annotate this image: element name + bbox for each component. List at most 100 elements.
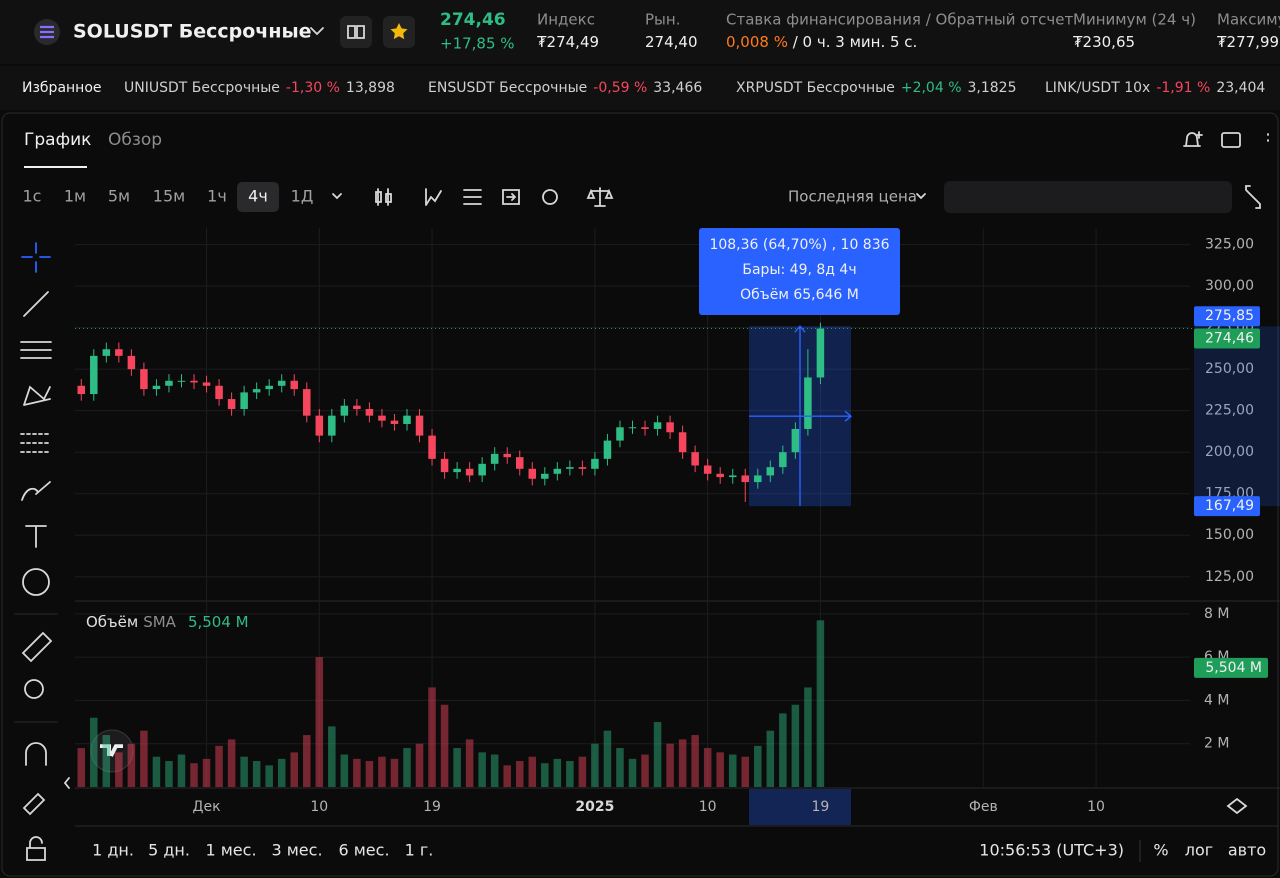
scale-option[interactable]: авто: [1228, 841, 1266, 860]
volume-bar: [240, 756, 248, 787]
replay-icon[interactable]: [502, 189, 520, 205]
x-tick-label: Дек: [193, 799, 221, 815]
volume-bar: [277, 758, 286, 787]
candle-body: [415, 415, 424, 436]
brush-tool[interactable]: [21, 481, 51, 501]
volume-bar: [666, 743, 674, 787]
volume-bar: [691, 735, 699, 787]
tab[interactable]: График: [24, 130, 91, 150]
favorite-item[interactable]: ENSUSDT Бессрочные -0,59 % 33,466: [428, 80, 702, 96]
tab[interactable]: Обзор: [108, 130, 162, 150]
volume-bar: [102, 735, 111, 787]
volume-tick-label: 4 M: [1204, 692, 1229, 708]
volume-bar: [603, 730, 612, 787]
volume-bar: [503, 765, 511, 787]
scale-option[interactable]: %: [1153, 841, 1168, 860]
volume-legend-value: 5,504 M: [188, 613, 249, 631]
candle-body: [440, 458, 449, 473]
scale-option[interactable]: лог: [1185, 841, 1213, 860]
volume-bar: [290, 752, 298, 787]
layout-icon[interactable]: [1221, 132, 1241, 148]
stat-value: 0,008 % / 0 ч. 3 мин. 5 с.: [726, 33, 917, 51]
candle-body: [754, 475, 762, 483]
y-tick-label: 225,00: [1205, 403, 1254, 419]
volume-bar: [741, 756, 750, 787]
text-tool[interactable]: [25, 525, 47, 548]
fullscreen-icon[interactable]: [1245, 185, 1261, 209]
candle-body: [666, 422, 674, 433]
favorites-title: Избранное: [22, 80, 102, 96]
volume-tag: [1194, 657, 1268, 678]
pattern-tool[interactable]: [23, 385, 51, 406]
zoom-tool[interactable]: [24, 679, 44, 699]
candle-body: [641, 427, 649, 429]
volume-bar: [403, 748, 411, 787]
emoji-tool[interactable]: [22, 568, 50, 596]
interval[interactable]: 4ч: [248, 187, 268, 206]
volume-bar: [490, 754, 499, 787]
volume-tick-label: 8 M: [1204, 606, 1229, 622]
lock-drawings-tool[interactable]: [22, 792, 46, 816]
clock: 10:56:53 (UTC+3): [979, 841, 1124, 860]
magnet-tool[interactable]: [25, 742, 47, 766]
stat-value: ₮230,65: [1073, 33, 1135, 51]
unlock-tool[interactable]: [26, 836, 46, 861]
symbol[interactable]: SOLUSDT Бессрочные: [73, 21, 312, 43]
interval[interactable]: 1Д: [291, 187, 314, 206]
interval[interactable]: 1м: [64, 187, 86, 206]
projection-tool[interactable]: [20, 433, 52, 453]
axis-settings-icon[interactable]: [1226, 797, 1248, 815]
range-button[interactable]: 5 дн.: [148, 841, 190, 860]
volume-bar: [616, 748, 624, 787]
candle-body: [215, 385, 223, 400]
header-bar: [0, 0, 1280, 64]
templates-icon[interactable]: [463, 189, 482, 205]
interval[interactable]: 1с: [23, 187, 42, 206]
candle-body: [177, 380, 186, 382]
compare-icon[interactable]: [586, 187, 614, 207]
candle-body: [566, 467, 574, 469]
range-button[interactable]: 1 дн.: [92, 841, 134, 860]
price-source[interactable]: Последняя цена: [788, 188, 917, 206]
trend-line-tool[interactable]: [23, 291, 49, 317]
symbol-dropdown[interactable]: [310, 27, 324, 36]
candle-body: [378, 415, 386, 421]
range-button[interactable]: 1 г.: [405, 841, 434, 860]
view-switch: [944, 181, 1232, 213]
crosshair-tool[interactable]: [21, 242, 51, 273]
y-tick-label: 200,00: [1205, 444, 1254, 460]
settings-icon[interactable]: [542, 189, 558, 205]
indicators-icon[interactable]: [425, 188, 442, 206]
candle-body: [541, 473, 549, 479]
candle-type-icon[interactable]: [375, 188, 392, 206]
candle-body: [741, 475, 750, 483]
favorite-item[interactable]: XRPUSDT Бессрочные +2,04 % 3,1825: [736, 80, 1017, 96]
candle-body: [703, 465, 712, 474]
range-button[interactable]: 6 мес.: [338, 841, 389, 860]
interval[interactable]: 15м: [153, 187, 185, 206]
interval-dropdown[interactable]: [332, 193, 342, 200]
favorite-name: ENSUSDT Бессрочные: [428, 80, 587, 96]
range-button[interactable]: 3 мес.: [271, 841, 322, 860]
interval[interactable]: 5м: [108, 187, 130, 206]
x-tick-label: 2025: [575, 799, 614, 815]
active-interval-bg: [237, 182, 279, 212]
price-source-dropdown[interactable]: [916, 193, 926, 200]
stat-value-text: 274,40: [645, 33, 698, 51]
info-button[interactable]: [340, 16, 372, 48]
ruler-tool[interactable]: [21, 631, 53, 663]
candle-body: [340, 405, 349, 416]
favorite-item[interactable]: LINK/USDT 10x -1,91 % 23,404: [1045, 80, 1265, 96]
fib-tool[interactable]: [20, 341, 52, 359]
candle-body: [691, 452, 699, 466]
stat-value-text: ₮230,65: [1073, 33, 1135, 51]
range-button[interactable]: 1 мес.: [205, 841, 256, 860]
volume-bar: [77, 748, 86, 787]
candle-body: [578, 467, 587, 469]
volume-bar: [591, 743, 599, 787]
favorite-item[interactable]: UNIUSDT Бессрочные -1,30 % 13,898: [124, 80, 395, 96]
interval[interactable]: 1ч: [207, 187, 227, 206]
axis-shade: [1194, 326, 1280, 507]
y-tick-label: 125,00: [1205, 569, 1254, 585]
alert-icon[interactable]: [1183, 131, 1203, 147]
